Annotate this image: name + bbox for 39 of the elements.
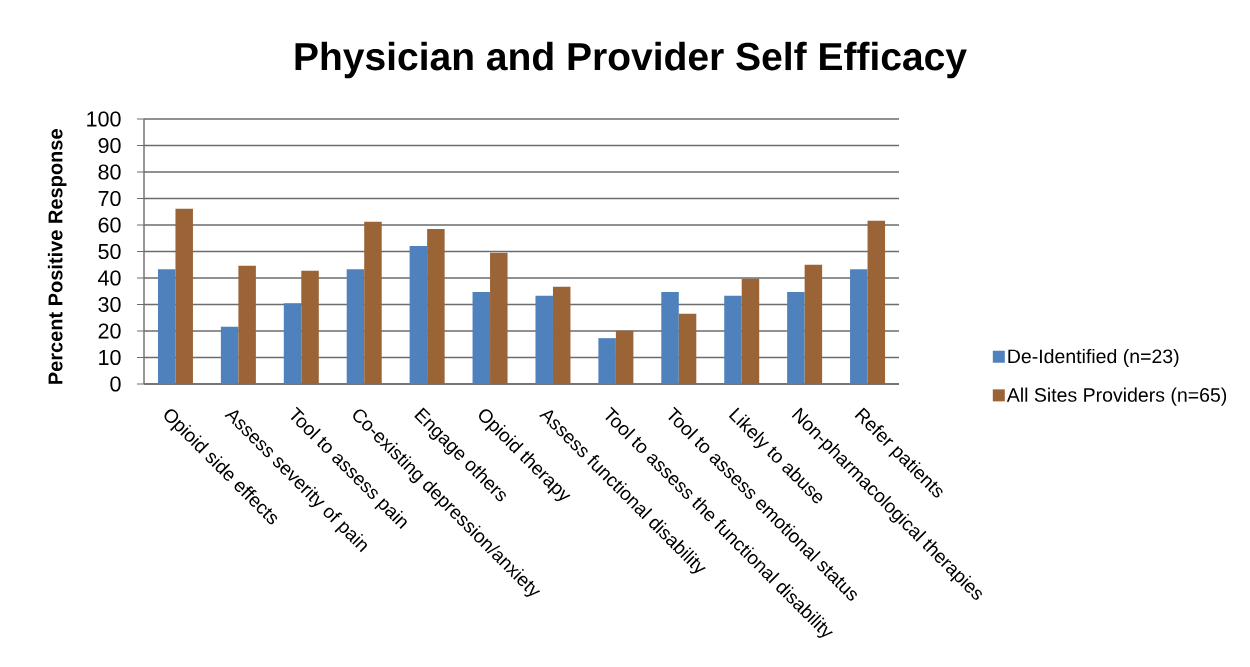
y-tick-label: 0 xyxy=(110,376,121,392)
y-tick-label: 20 xyxy=(98,323,121,339)
chart-title: Physician and Provider Self Efficacy xyxy=(295,41,967,79)
bar xyxy=(598,338,616,384)
bar xyxy=(283,303,302,384)
bar xyxy=(850,269,868,384)
bar xyxy=(238,265,256,384)
bar xyxy=(301,270,319,384)
y-tick-label: 90 xyxy=(98,137,121,154)
bar xyxy=(867,220,886,384)
bar xyxy=(364,221,382,384)
bar xyxy=(552,286,571,384)
bar xyxy=(427,228,445,384)
y-tick-label: 100 xyxy=(87,111,121,127)
bar xyxy=(741,278,760,384)
bar xyxy=(490,252,508,384)
y-tick-label: 60 xyxy=(98,217,121,233)
bar xyxy=(678,313,697,384)
bar xyxy=(220,326,239,384)
y-tick-label: 50 xyxy=(98,243,121,260)
y-tick-label: 10 xyxy=(99,349,121,366)
bar xyxy=(787,292,805,384)
bar xyxy=(535,295,553,384)
bar xyxy=(661,292,679,384)
bar xyxy=(346,269,365,384)
legend-label: All Sites Providers (n=65) xyxy=(1006,387,1227,406)
legend-label: De-Identified (n=23) xyxy=(1008,348,1179,368)
y-tick-label: 70 xyxy=(98,190,121,207)
bar xyxy=(724,295,742,384)
y-axis-title: Percent Positive Response xyxy=(47,129,67,384)
bar xyxy=(157,269,176,384)
bar xyxy=(472,292,491,384)
bar xyxy=(615,330,634,384)
bar xyxy=(804,264,823,384)
bar xyxy=(409,245,428,384)
y-tick-label: 30 xyxy=(98,296,121,313)
y-tick-label: 80 xyxy=(98,164,121,180)
y-tick-label: 40 xyxy=(98,270,121,286)
bar xyxy=(175,208,193,384)
